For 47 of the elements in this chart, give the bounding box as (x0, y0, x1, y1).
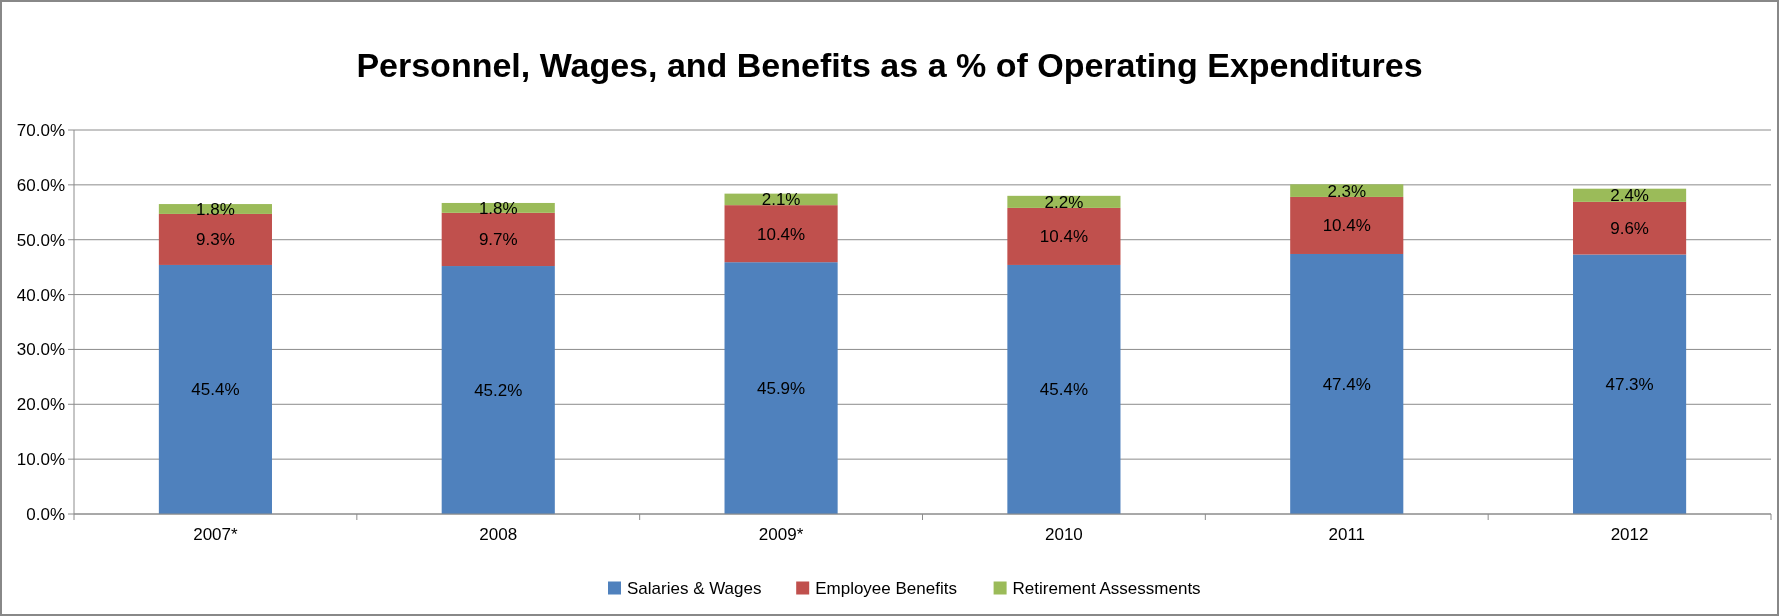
data-label: 10.4% (1039, 227, 1089, 247)
data-label: 45.4% (1039, 380, 1089, 400)
bar (441, 212, 555, 267)
y-tick-label: 30.0% (16, 340, 65, 360)
bar (1290, 196, 1404, 254)
legend-label: Salaries & Wages (627, 578, 762, 598)
bar (1007, 264, 1121, 514)
bar (1573, 254, 1687, 514)
data-label: 2.2% (1044, 192, 1084, 212)
data-label: 45.4% (191, 380, 240, 400)
bar (1007, 207, 1121, 265)
data-label: 47.3% (1605, 375, 1654, 395)
data-label: 10.4% (1322, 216, 1371, 236)
bar (158, 213, 272, 265)
x-tick-label: 2008 (479, 525, 518, 544)
x-tick-label: 2011 (1328, 525, 1366, 544)
x-tick-label: 2007* (193, 525, 239, 544)
x-tick-label: 2010 (1045, 525, 1083, 544)
legend-label: Retirement Assessments (1012, 578, 1201, 598)
y-tick-label: 50.0% (16, 230, 65, 250)
x-tick-label: 2012 (1610, 525, 1649, 544)
data-label: 1.8% (478, 198, 518, 218)
data-label: 2.1% (761, 190, 801, 210)
y-tick-label: 20.0% (16, 395, 65, 415)
data-label: 9.7% (478, 230, 518, 250)
legend-label: Employee Benefits (815, 578, 957, 598)
data-label: 2.4% (1610, 186, 1649, 206)
y-tick-label: 70.0% (16, 120, 65, 140)
data-label: 10.4% (756, 224, 806, 244)
data-label: 45.9% (756, 379, 806, 399)
y-tick-label: 0.0% (26, 504, 65, 524)
data-label: 2.3% (1327, 181, 1367, 201)
data-label: 47.4% (1322, 374, 1371, 394)
bar (441, 266, 555, 514)
y-tick-label: 40.0% (16, 285, 65, 305)
bar (724, 205, 838, 263)
bar (724, 262, 838, 514)
data-label: 45.2% (474, 380, 523, 400)
bar (1290, 253, 1404, 514)
y-tick-label: 60.0% (16, 175, 65, 195)
bar (1573, 201, 1687, 255)
y-tick-label: 10.0% (16, 450, 65, 470)
x-tick-label: 2009* (758, 525, 804, 544)
data-label: 9.3% (196, 230, 235, 250)
data-label: 9.6% (1610, 219, 1649, 239)
bar (158, 264, 272, 514)
chart-title: Personnel, Wages, and Benefits as a % of Operating Expenditures (356, 46, 1423, 84)
